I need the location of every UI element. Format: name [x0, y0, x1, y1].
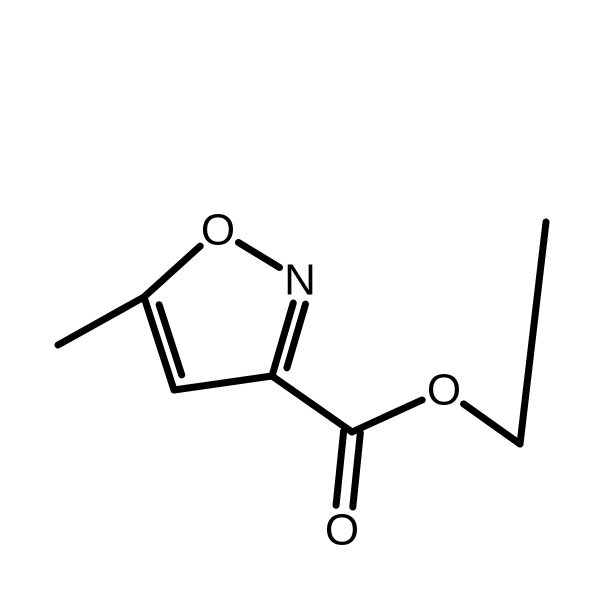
bond [58, 297, 144, 345]
bond [353, 433, 361, 507]
atom-label-n: N [284, 256, 316, 305]
atom-label-o: O [427, 366, 461, 415]
bond [272, 376, 352, 432]
bond [174, 376, 272, 390]
molecule-canvas: NOOO [0, 0, 600, 600]
atom-label-o: O [325, 506, 359, 555]
bond [520, 222, 546, 444]
atom-label-o: O [201, 206, 235, 255]
bond [238, 242, 279, 267]
bond [144, 246, 200, 297]
bond [336, 431, 344, 505]
bond [352, 400, 422, 432]
bond [464, 404, 520, 444]
